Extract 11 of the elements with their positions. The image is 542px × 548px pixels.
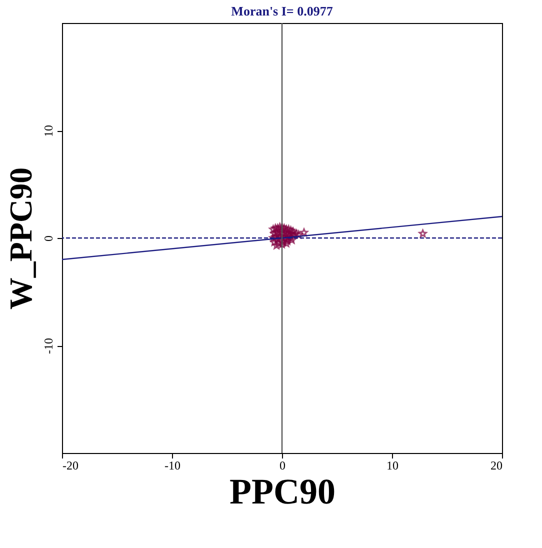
y-tick-label: 10 (42, 125, 56, 137)
x-tick-label: -20 (62, 458, 78, 472)
y-tick-label: -10 (42, 338, 56, 354)
x-tick-label: 10 (386, 458, 398, 472)
x-tick-label: 0 (280, 458, 286, 472)
x-tick-label: -10 (164, 458, 180, 472)
y-tick-label: 0 (42, 236, 56, 242)
y-axis-title: W_PPC90 (2, 167, 38, 310)
x-axis-title: PPC90 (230, 472, 336, 512)
x-tick-label: 20 (490, 458, 502, 472)
chart-title: Moran's I= 0.0977 (231, 3, 334, 18)
